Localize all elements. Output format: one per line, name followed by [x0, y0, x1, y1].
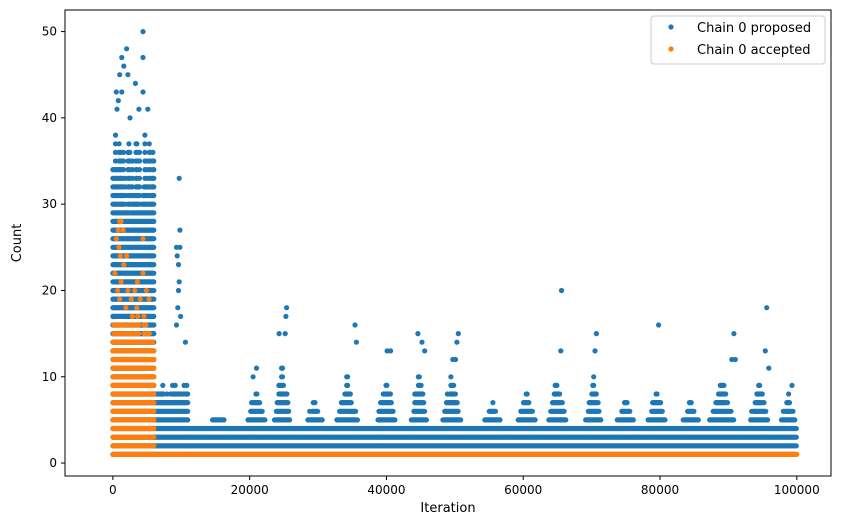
proposed-point [136, 184, 143, 190]
proposed-point [422, 408, 428, 414]
proposed-point [151, 218, 157, 224]
proposed-point [116, 141, 122, 147]
proposed-point [353, 408, 359, 414]
proposed-point [120, 158, 127, 164]
proposed-point [151, 158, 157, 164]
proposed-point [151, 253, 157, 259]
proposed-point [448, 374, 454, 380]
proposed-point [151, 270, 157, 276]
proposed-point [286, 408, 292, 414]
proposed-point [151, 279, 157, 285]
plot-points [110, 29, 800, 457]
proposed-point [120, 167, 127, 173]
proposed-point [345, 382, 351, 388]
proposed-point [793, 434, 799, 440]
proposed-point [142, 132, 148, 138]
proposed-point [151, 227, 157, 233]
proposed-point [151, 296, 157, 302]
proposed-point [151, 210, 157, 216]
proposed-point [287, 417, 293, 423]
proposed-point [454, 400, 460, 406]
proposed-point [793, 443, 799, 449]
proposed-point [112, 149, 119, 155]
proposed-point [136, 149, 143, 155]
proposed-point [136, 192, 143, 199]
proposed-point [280, 382, 286, 388]
proposed-point [185, 400, 191, 406]
proposed-point [151, 201, 157, 207]
proposed-point [185, 408, 191, 414]
proposed-point [312, 400, 318, 406]
proposed-point [151, 192, 157, 199]
proposed-point [142, 141, 148, 147]
proposed-point [279, 365, 286, 371]
proposed-point [129, 175, 135, 181]
proposed-point [151, 313, 157, 319]
proposed-point [416, 374, 422, 380]
proposed-point [127, 149, 133, 155]
proposed-point [151, 287, 157, 294]
proposed-point [172, 382, 178, 388]
proposed-point [151, 331, 157, 337]
proposed-point [315, 408, 321, 414]
proposed-point [279, 374, 286, 380]
proposed-point [384, 382, 390, 388]
proposed-point [160, 382, 166, 388]
proposed-point [319, 417, 325, 423]
proposed-point [151, 305, 157, 311]
proposed-point [185, 417, 191, 423]
proposed-point [150, 149, 156, 155]
proposed-point [134, 141, 140, 147]
proposed-point [126, 141, 132, 147]
proposed-point [284, 391, 290, 397]
proposed-point [285, 400, 291, 406]
proposed-point [793, 425, 799, 432]
proposed-point [151, 175, 157, 181]
proposed-point [390, 408, 396, 414]
proposed-point [129, 184, 135, 190]
proposed-point [164, 391, 170, 397]
proposed-point [388, 400, 394, 406]
proposed-point [120, 149, 127, 155]
proposed-point [112, 132, 119, 138]
proposed-point [221, 417, 227, 423]
proposed-point [392, 417, 398, 423]
proposed-point [112, 158, 119, 164]
proposed-point [146, 141, 152, 147]
proposed-point [421, 400, 427, 406]
proposed-point [151, 322, 157, 328]
proposed-point [455, 408, 461, 414]
proposed-point [347, 391, 353, 397]
proposed-point [458, 417, 464, 423]
proposed-point [259, 408, 265, 414]
proposed-point [345, 374, 351, 380]
proposed-point [151, 262, 157, 268]
proposed-point [151, 244, 157, 250]
proposed-point [136, 167, 143, 173]
proposed-point [423, 417, 429, 423]
proposed-point [184, 382, 190, 388]
proposed-point [420, 391, 426, 397]
proposed-point [151, 167, 157, 173]
proposed-point [348, 400, 354, 406]
proposed-point [129, 158, 135, 164]
proposed-point [254, 391, 260, 397]
proposed-point [151, 236, 157, 242]
proposed-point [112, 141, 119, 147]
proposed-point [262, 417, 268, 423]
proposed-point [151, 184, 157, 190]
proposed-point [452, 391, 458, 397]
proposed-point [136, 158, 143, 164]
proposed-point [129, 167, 135, 173]
proposed-point [142, 149, 148, 155]
proposed-point [185, 391, 191, 397]
proposed-point [136, 175, 143, 181]
proposed-point [387, 391, 393, 397]
proposed-point [257, 400, 263, 406]
proposed-point [354, 417, 360, 423]
proposed-point [451, 382, 457, 388]
proposed-point [418, 382, 424, 388]
